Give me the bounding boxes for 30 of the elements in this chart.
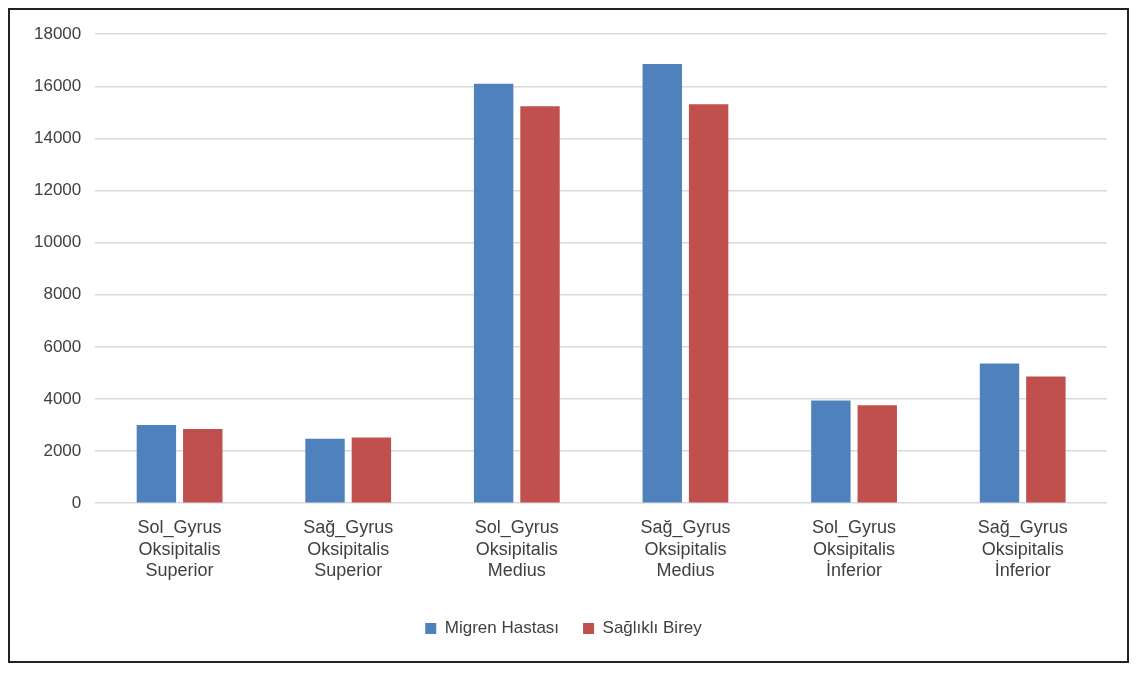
legend-label: Migren Hastası (444, 618, 560, 638)
y-tick-label: 2000 (43, 440, 82, 460)
y-tick-label: 4000 (43, 388, 82, 408)
y-tick-label: 12000 (33, 180, 82, 200)
y-tick-label: 6000 (43, 336, 82, 356)
legend-label: Sağlıklı Birey (602, 618, 703, 638)
y-tick-label: 16000 (33, 76, 82, 95)
bar (857, 405, 897, 503)
bar (351, 437, 392, 503)
bar (979, 363, 1020, 503)
bar (305, 438, 345, 503)
y-tick-label: 8000 (43, 284, 82, 304)
y-tick-label: 18000 (33, 23, 82, 43)
x-tick-label: Sol_Gyrus Oksipitalis İnferior (812, 516, 897, 581)
bar (183, 428, 223, 503)
x-tick-label: Sağ_Gyrus Oksipitalis Superior (303, 516, 394, 581)
y-tick-label: 10000 (33, 232, 82, 252)
y-tick-label: 0 (71, 492, 82, 512)
x-tick-label: Sol_Gyrus Oksipitalis Superior (137, 516, 222, 581)
bar (520, 106, 560, 503)
bar (136, 425, 177, 503)
bar (811, 400, 851, 503)
bar (473, 83, 514, 503)
y-tick-label: 14000 (33, 128, 82, 148)
x-tick-label: Sağ_Gyrus Oksipitalis Medius (640, 516, 731, 581)
bar (688, 104, 729, 503)
bar (1026, 376, 1066, 503)
bar (642, 63, 682, 503)
x-tick-label: Sağ_Gyrus Oksipitalis İnferior (977, 516, 1068, 581)
x-tick-label: Sol_Gyrus Oksipitalis Medius (474, 516, 559, 581)
